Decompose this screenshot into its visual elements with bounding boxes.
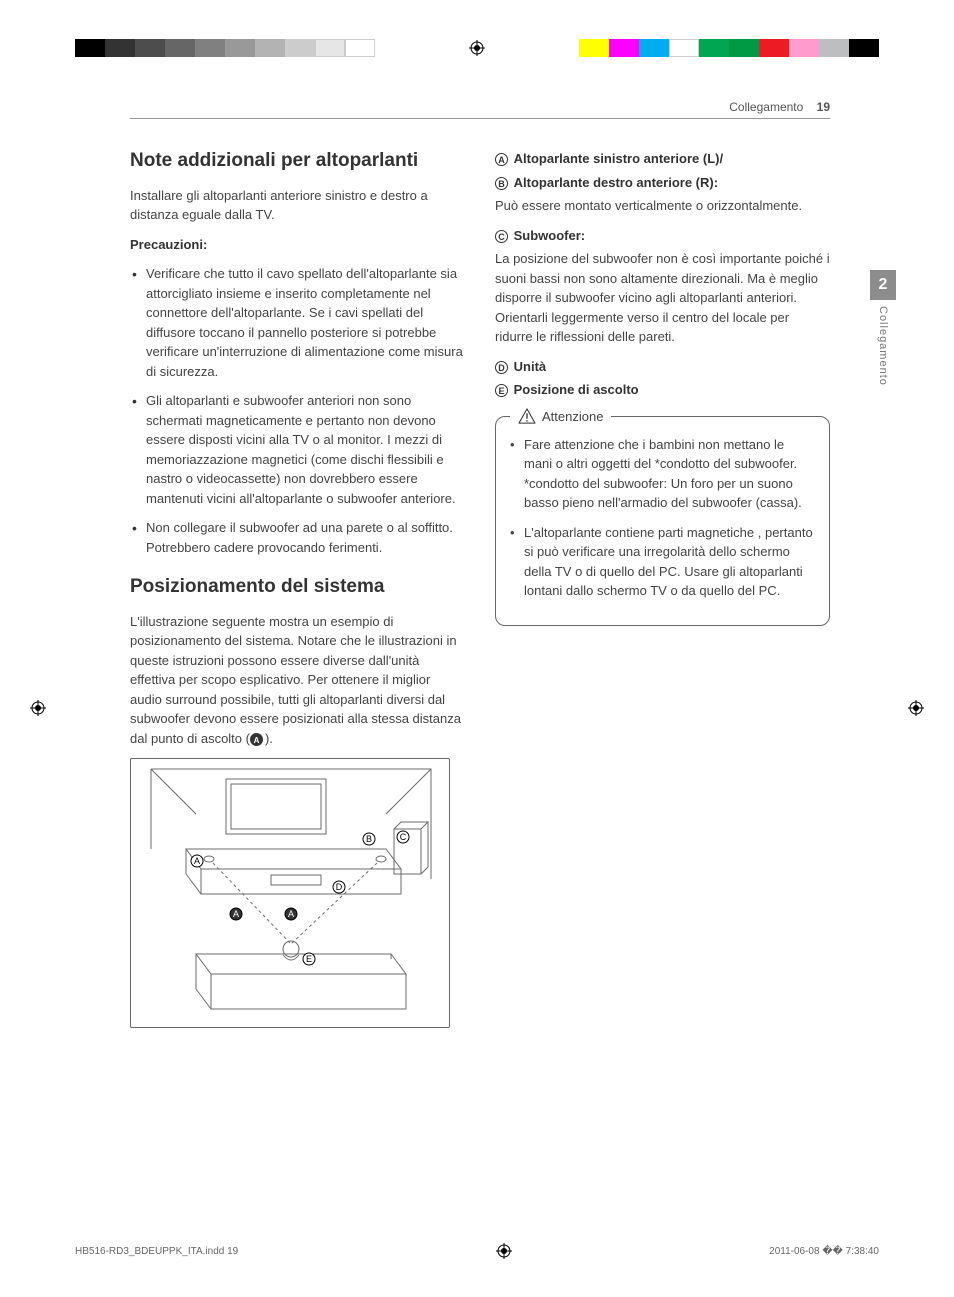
circled-letter-c-icon: C (495, 230, 508, 243)
warning-icon (518, 408, 536, 424)
precautions-label: Precauzioni: (130, 237, 207, 252)
circled-letter-d-icon: D (495, 361, 508, 374)
header-section: Collegamento (729, 100, 803, 114)
speaker-ab-text: Può essere montato verticalmente o orizz… (495, 196, 830, 216)
intro-paragraph: Installare gli altoparlanti anteriore si… (130, 186, 465, 225)
caution-item: Fare attenzione che i bambini non mettan… (510, 435, 815, 513)
right-column: A Altoparlante sinistro anteriore (L)/ B… (495, 149, 830, 1028)
printer-marks-top (0, 38, 954, 58)
caution-box: Attenzione Fare attenzione che i bambini… (495, 416, 830, 626)
registration-mark-icon (469, 40, 485, 56)
listening-e-definition: E Posizione di ascolto (495, 380, 830, 400)
caution-header: Attenzione (510, 407, 611, 427)
circled-letter-b-icon: B (495, 177, 508, 190)
chapter-number: 2 (870, 270, 896, 300)
speaker-a-definition: A Altoparlante sinistro anteriore (L)/ (495, 149, 830, 169)
svg-text:E: E (306, 954, 312, 964)
svg-text:D: D (336, 882, 343, 892)
chapter-label: Collegamento (877, 306, 889, 386)
circled-letter-e-icon: E (495, 384, 508, 397)
svg-text:C: C (400, 832, 407, 842)
svg-text:A: A (288, 909, 294, 919)
system-placement-illustration: B C A D A A E (130, 758, 450, 1028)
caution-item: L'altoparlante contiene parti magnetiche… (510, 523, 815, 601)
registration-mark-icon (30, 700, 46, 716)
chapter-side-tab: 2 Collegamento (870, 270, 896, 391)
footer-filename: HB516-RD3_BDEUPPK_ITA.indd 19 (75, 1246, 238, 1257)
color-calibration-bars (579, 39, 879, 57)
header-page-number: 19 (817, 100, 830, 114)
caution-title: Attenzione (542, 407, 603, 427)
heading-notes: Note addizionali per altoparlanti (130, 149, 465, 174)
precaution-item: Verificare che tutto il cavo spellato de… (130, 264, 465, 381)
subwoofer-text: La posizione del subwoofer non è così im… (495, 249, 830, 347)
left-column: Note addizionali per altoparlanti Instal… (130, 149, 465, 1028)
svg-text:A: A (233, 909, 239, 919)
registration-mark-icon (496, 1243, 512, 1259)
speaker-b-definition: B Altoparlante destro anteriore (R): (495, 173, 830, 193)
precautions-list: Verificare che tutto il cavo spellato de… (130, 264, 465, 557)
circled-letter-a-icon: A (495, 153, 508, 166)
circled-letter-a-icon: A (250, 733, 263, 746)
page-content: Collegamento 19 Note addizionali per alt… (130, 100, 830, 1028)
subwoofer-c-definition: C Subwoofer: (495, 226, 830, 246)
precaution-item: Non collegare il subwoofer ad una parete… (130, 518, 465, 557)
svg-text:A: A (194, 856, 200, 866)
grayscale-calibration-bars (75, 39, 375, 57)
precaution-item: Gli altoparlanti e subwoofer anteriori n… (130, 391, 465, 508)
running-header: Collegamento 19 (130, 100, 830, 119)
footer-timestamp: 2011-06-08 �� 7:38:40 (769, 1246, 879, 1257)
heading-positioning: Posizionamento del sistema (130, 575, 465, 600)
registration-mark-icon (908, 700, 924, 716)
print-footer: HB516-RD3_BDEUPPK_ITA.indd 19 2011-06-08… (75, 1243, 879, 1259)
positioning-paragraph: L'illustrazione seguente mostra un esemp… (130, 612, 465, 749)
unit-d-definition: D Unità (495, 357, 830, 377)
svg-text:B: B (366, 834, 372, 844)
